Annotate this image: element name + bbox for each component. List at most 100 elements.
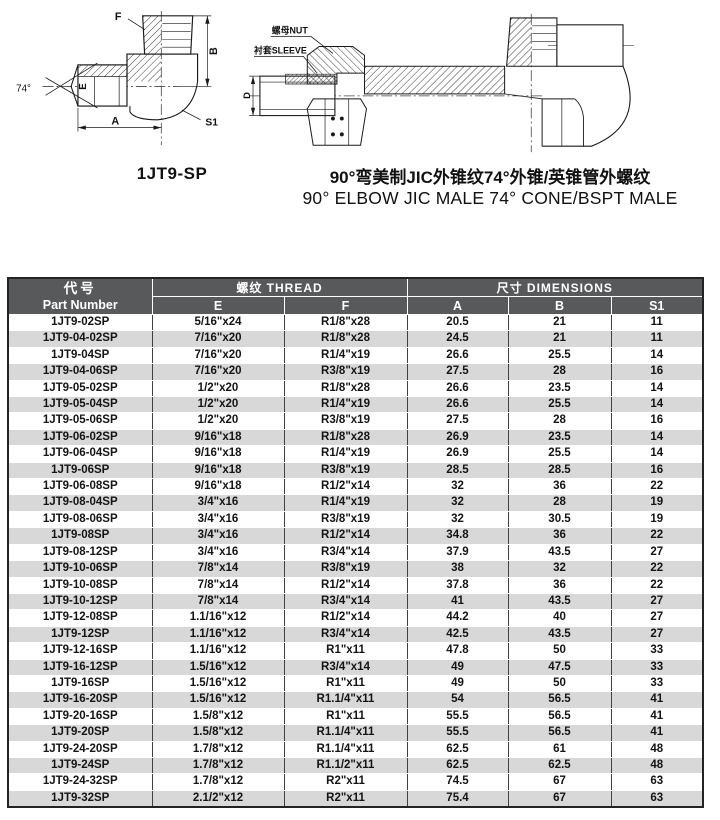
dimension-cell: 1/2"x20 <box>151 380 284 398</box>
dimension-cell: 28 <box>507 412 611 430</box>
dimension-cell: 25.5 <box>507 396 611 414</box>
dimension-cell: 32 <box>406 478 508 496</box>
dimension-cell: 37.8 <box>406 577 508 594</box>
dimension-cell: R1.1/4"x11 <box>283 691 407 709</box>
table-row: 1JT9-08-06SP 3/4"x16 R3/8"x19 32 30.5 19 <box>8 511 703 529</box>
dimension-cell: 1.5/16"x12 <box>151 659 284 676</box>
part-number-cell: 1JT9-12SP <box>8 626 152 644</box>
dimension-cell: R2"x11 <box>283 773 407 791</box>
top-port-thread <box>142 15 194 55</box>
dimension-cell: 49 <box>406 675 508 693</box>
dimension-cell: R3/8"x19 <box>283 363 407 381</box>
dimension-cell: 5/16"x24 <box>151 314 284 332</box>
table-row: 1JT9-16SP 1.5/16"x12 R1"x11 49 50 33 <box>8 675 703 693</box>
dimension-cell: R1/2"x14 <box>283 478 407 496</box>
dimension-cell: 7/8"x14 <box>151 593 284 611</box>
dimension-cell: 27 <box>610 626 703 644</box>
dimension-cell: R1/2"x14 <box>283 527 407 545</box>
dimension-cell: 7/16"x20 <box>151 363 284 381</box>
dimension-cell: 1.1/16"x12 <box>151 609 284 627</box>
dimension-cell: 47.8 <box>406 642 508 660</box>
spec-table: 代号 Part Number 螺纹 THREAD 尺寸 DIMENSIONS E… <box>7 277 704 809</box>
table-body: 1JT9-02SP 5/16"x24 R1/8"x28 20.5 21 11 1JT9-04… <box>8 314 703 808</box>
part-number-cell: 1JT9-10-12SP <box>8 593 152 611</box>
title-english: 90° ELBOW JIC MALE 74° CONE/BSPT MALE <box>302 188 678 208</box>
dimension-cell: 1/2"x20 <box>151 396 284 414</box>
dimension-cell: 74.5 <box>406 773 508 791</box>
dimension-cell: 23.5 <box>507 429 611 447</box>
dimension-cell: 23.5 <box>507 380 611 398</box>
dimension-cell: 9/16"x18 <box>151 462 284 480</box>
dimension-cell: R1/8"x28 <box>283 314 407 332</box>
title-chinese: 90°弯美制JIC外锥纹74°外锥/英锥管外螺纹 <box>329 168 651 187</box>
dimension-cell: R1.1/2"x11 <box>283 757 407 775</box>
dimension-cell: 27 <box>610 593 703 611</box>
table-row: 1JT9-08SP 3/4"x16 R1/2"x14 34.8 36 22 <box>8 527 703 545</box>
part-number-cell: 1JT9-06-02SP <box>8 429 152 447</box>
dimension-cell: 56.5 <box>507 691 611 709</box>
table-row: 1JT9-05-02SP 1/2"x20 R1/8"x28 26.6 23.5 14 <box>8 380 703 398</box>
dimension-cell: 22 <box>610 577 703 594</box>
body-leg <box>77 64 128 107</box>
dimension-cell: 14 <box>610 347 703 365</box>
dimension-cell: 37.9 <box>406 544 508 562</box>
part-number-cell: 1JT9-08-12SP <box>8 544 152 562</box>
dimension-cell: 14 <box>610 445 703 463</box>
dimension-cell: 1.5/8"x12 <box>151 724 284 742</box>
dimension-cell: 49 <box>406 659 508 676</box>
dimension-cell: 43.5 <box>507 544 611 562</box>
dimension-cell: 26.9 <box>406 445 508 463</box>
part-number-cell: 1JT9-05-06SP <box>8 412 152 430</box>
part-number-cell: 1JT9-10-08SP <box>8 577 152 594</box>
dim-label-a: A <box>111 116 119 128</box>
dimension-cell: R1"x11 <box>283 708 407 726</box>
leader-s1 <box>181 109 201 121</box>
part-number-cell: 1JT9-20-16SP <box>8 708 152 726</box>
part-number-cell: 1JT9-16SP <box>8 675 152 693</box>
part-number-cell: 1JT9-16-20SP <box>8 691 152 709</box>
dimension-cell: 28.5 <box>507 462 611 480</box>
part-number-cell: 1JT9-02SP <box>8 314 152 332</box>
dimension-cell: 7/8"x14 <box>151 560 284 578</box>
header-part-number: 代号 Part Number <box>7 277 153 315</box>
dimension-cell: 21 <box>507 314 611 332</box>
part-number-cell: 1JT9-08-06SP <box>8 511 152 529</box>
dim-D <box>249 75 260 116</box>
table-row: 1JT9-02SP 5/16"x24 R1/8"x28 20.5 21 11 <box>8 314 703 332</box>
dimension-cell: 1.5/16"x12 <box>151 675 284 693</box>
dimension-cell: 1.7/8"x12 <box>151 773 284 791</box>
table-row: 1JT9-24-20SP 1.7/8"x12 R1.1/4"x11 62.5 61 48 <box>8 741 703 758</box>
table-row: 1JT9-06-08SP 9/16"x18 R1/2"x14 32 36 22 <box>8 478 703 496</box>
top-port-thread <box>506 17 558 67</box>
part-number-cell: 1JT9-20SP <box>8 724 152 742</box>
dimension-cell: 62.5 <box>406 741 508 758</box>
nut-label-group: 螺母NUT <box>270 25 334 54</box>
table-row: 1JT9-10-06SP 7/8"x14 R3/8"x19 38 32 22 <box>8 560 703 578</box>
elbow-section-drawing: A B F E S1 74° <box>16 11 220 146</box>
spec-table-wrapper: 代号 Part Number 螺纹 THREAD 尺寸 DIMENSIONS E… <box>7 277 704 809</box>
table-row: 1JT9-20SP 1.5/8"x12 R1.1/4"x11 55.5 56.5 41 <box>8 724 703 742</box>
part-number-cell: 1JT9-12-08SP <box>8 609 152 627</box>
table-row: 1JT9-24-32SP 1.7/8"x12 R2"x11 74.5 67 63 <box>8 773 703 791</box>
part-number-cell: 1JT9-16-12SP <box>8 659 152 676</box>
table-row: 1JT9-12-16SP 1.1/16"x12 R1"x11 47.8 50 33 <box>8 642 703 660</box>
dimension-cell: 1.1/16"x12 <box>151 642 284 660</box>
part-number-cell: 1JT9-10-06SP <box>8 560 152 578</box>
table-row: 1JT9-04-02SP 7/16"x20 R1/8"x28 24.5 21 11 <box>8 330 703 348</box>
part-number-cell: 1JT9-08SP <box>8 527 152 545</box>
header-part-number-en: Part Number <box>42 298 118 312</box>
dimension-cell: 7/16"x20 <box>151 330 284 348</box>
table-row: 1JT9-12SP 1.1/16"x12 R3/4"x14 42.5 43.5 27 <box>8 626 703 644</box>
dimension-cell: 43.5 <box>507 626 611 644</box>
dimension-cell: 48 <box>610 757 703 775</box>
port-outer-block <box>556 24 624 67</box>
table-row: 1JT9-16-12SP 1.5/16"x12 R3/4"x14 49 47.5 33 <box>8 659 703 676</box>
dimension-cell: 16 <box>610 462 703 480</box>
dimension-cell: R1/4"x19 <box>283 494 407 512</box>
dimension-cell: 9/16"x18 <box>151 445 284 463</box>
dimension-cell: 55.5 <box>406 724 508 742</box>
dimension-cell: 75.4 <box>406 790 508 808</box>
dimension-cell: 63 <box>610 773 703 791</box>
dimension-cell: R3/4"x14 <box>283 544 407 562</box>
